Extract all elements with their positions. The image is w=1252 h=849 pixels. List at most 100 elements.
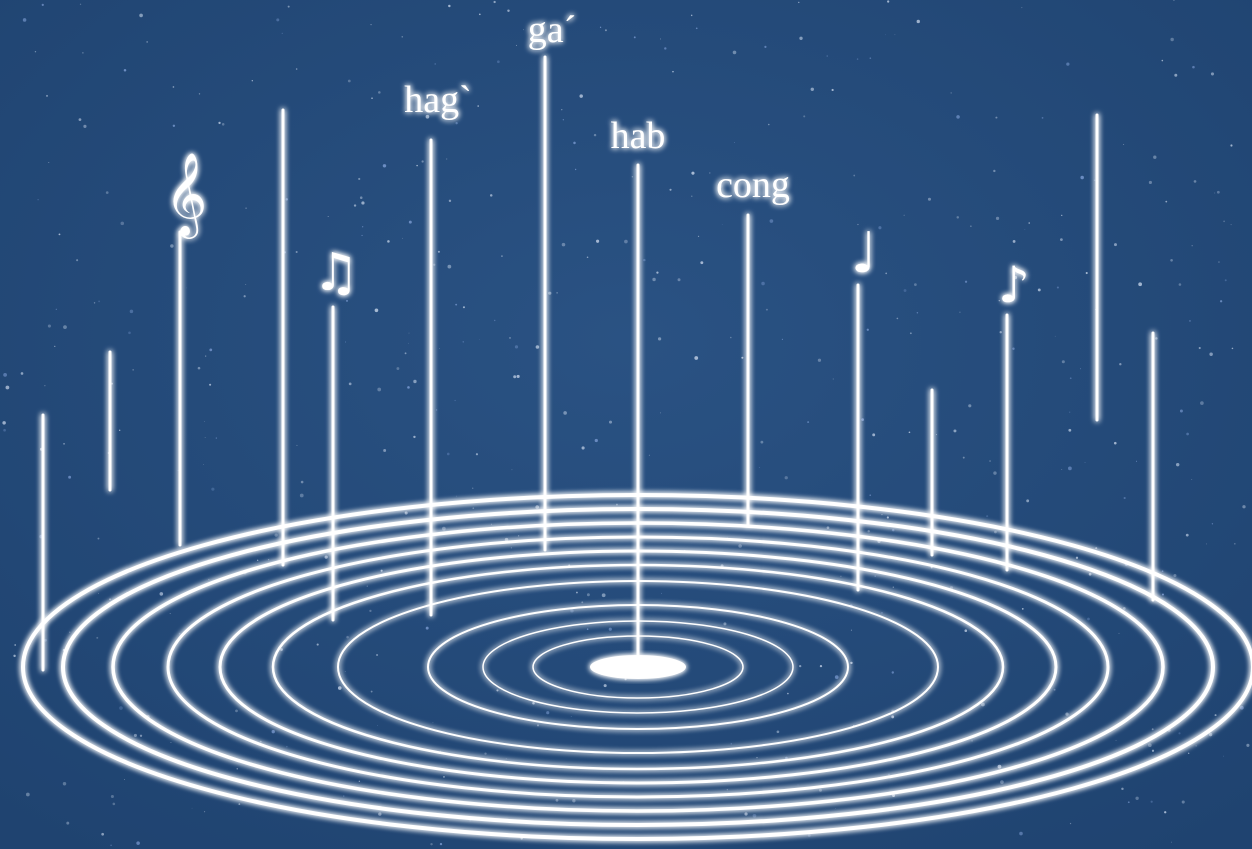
star	[850, 629, 852, 631]
star	[1084, 462, 1086, 463]
star	[211, 487, 215, 491]
star	[371, 97, 373, 99]
star	[366, 585, 368, 587]
star	[1122, 607, 1126, 610]
star	[1041, 116, 1044, 119]
star	[3, 428, 6, 432]
star	[1170, 841, 1172, 843]
music-symbol: 𝄞	[165, 151, 208, 239]
star	[383, 449, 387, 452]
star	[648, 454, 650, 456]
star	[408, 332, 410, 334]
star	[243, 295, 246, 298]
star	[128, 331, 131, 335]
star	[834, 675, 839, 679]
star	[1186, 432, 1189, 436]
star	[1021, 607, 1024, 610]
star	[1080, 175, 1084, 180]
star	[1118, 632, 1120, 634]
star	[515, 44, 518, 46]
star	[1075, 556, 1079, 559]
star	[1246, 743, 1250, 747]
star	[295, 68, 298, 70]
star	[664, 47, 667, 50]
star	[79, 3, 82, 6]
star	[238, 803, 241, 806]
star	[1209, 352, 1213, 356]
star	[378, 812, 382, 816]
ring	[166, 535, 1110, 799]
star	[970, 225, 972, 228]
star	[493, 0, 496, 4]
star	[516, 374, 520, 379]
star	[109, 598, 111, 600]
star	[1185, 533, 1189, 537]
star	[532, 701, 535, 705]
star	[718, 184, 723, 188]
star	[1115, 739, 1117, 741]
star	[218, 121, 221, 125]
star	[993, 169, 996, 173]
star	[956, 216, 960, 219]
star	[993, 471, 997, 475]
star	[377, 387, 382, 392]
star	[1066, 62, 1070, 66]
star	[1054, 335, 1056, 337]
star	[586, 628, 589, 630]
star	[198, 93, 201, 95]
star	[624, 239, 628, 244]
star	[785, 756, 788, 760]
star	[797, 784, 799, 786]
star	[484, 752, 487, 755]
star	[41, 3, 44, 6]
star	[1223, 220, 1225, 223]
star	[881, 612, 883, 614]
star	[370, 24, 372, 26]
star	[285, 198, 289, 201]
star	[756, 757, 758, 759]
star	[608, 627, 612, 631]
labels: ga´ hag` hab cong 𝄞 ♫ ♩ ♪	[165, 9, 1030, 314]
star	[63, 443, 65, 445]
star	[818, 788, 822, 792]
star	[572, 799, 576, 803]
star	[624, 678, 627, 681]
star	[172, 124, 176, 128]
star	[916, 312, 919, 314]
star	[440, 750, 442, 752]
star	[421, 160, 424, 163]
star	[950, 92, 952, 94]
star	[209, 348, 213, 352]
star	[402, 237, 403, 239]
star	[697, 235, 700, 238]
star	[416, 164, 418, 167]
star	[1135, 796, 1139, 800]
star	[504, 537, 509, 542]
star	[387, 240, 390, 243]
star	[1061, 214, 1063, 217]
star	[1028, 222, 1030, 224]
star	[54, 345, 56, 347]
star	[579, 94, 583, 98]
star	[97, 537, 100, 540]
star	[803, 115, 806, 118]
star	[191, 807, 193, 809]
star	[799, 36, 803, 40]
star	[1079, 368, 1081, 370]
star	[1138, 282, 1143, 287]
star	[826, 526, 830, 529]
star	[661, 592, 663, 594]
star	[750, 198, 751, 199]
star	[359, 196, 363, 199]
star	[819, 665, 823, 668]
star	[995, 216, 1000, 221]
star	[1170, 37, 1174, 42]
star	[596, 239, 600, 243]
star	[730, 336, 732, 339]
star	[998, 299, 1001, 302]
star	[382, 164, 387, 168]
star	[776, 730, 780, 734]
ring	[21, 493, 1252, 841]
star	[413, 379, 417, 384]
star	[236, 768, 239, 770]
